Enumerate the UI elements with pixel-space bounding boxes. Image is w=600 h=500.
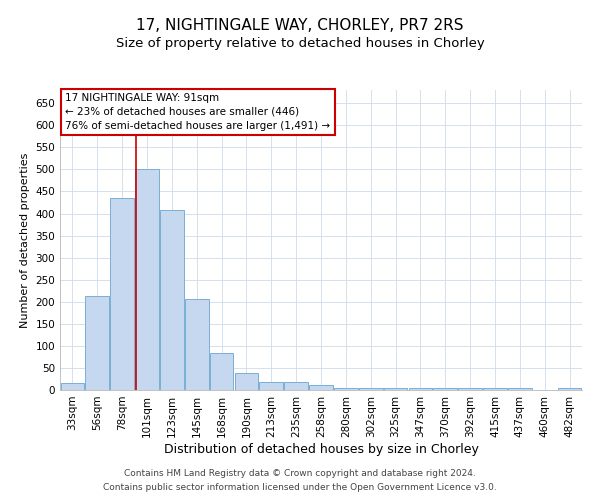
Text: 17 NIGHTINGALE WAY: 91sqm
← 23% of detached houses are smaller (446)
76% of semi: 17 NIGHTINGALE WAY: 91sqm ← 23% of detac… <box>65 93 331 131</box>
X-axis label: Distribution of detached houses by size in Chorley: Distribution of detached houses by size … <box>164 442 478 456</box>
Bar <box>508 388 532 390</box>
Bar <box>309 385 333 390</box>
Y-axis label: Number of detached properties: Number of detached properties <box>20 152 30 328</box>
Bar <box>110 198 134 390</box>
Bar <box>384 388 407 390</box>
Bar <box>409 388 432 390</box>
Bar <box>433 388 457 390</box>
Text: 17, NIGHTINGALE WAY, CHORLEY, PR7 2RS: 17, NIGHTINGALE WAY, CHORLEY, PR7 2RS <box>136 18 464 32</box>
Bar <box>334 388 358 390</box>
Bar <box>61 384 84 390</box>
Bar <box>210 352 233 390</box>
Bar <box>85 296 109 390</box>
Bar <box>558 388 581 390</box>
Text: Size of property relative to detached houses in Chorley: Size of property relative to detached ho… <box>116 38 484 51</box>
Bar <box>160 210 184 390</box>
Bar <box>185 298 209 390</box>
Text: Contains public sector information licensed under the Open Government Licence v3: Contains public sector information licen… <box>103 484 497 492</box>
Bar <box>135 168 159 390</box>
Bar <box>284 382 308 390</box>
Text: Contains HM Land Registry data © Crown copyright and database right 2024.: Contains HM Land Registry data © Crown c… <box>124 468 476 477</box>
Bar <box>359 388 383 390</box>
Bar <box>235 373 258 390</box>
Bar <box>259 382 283 390</box>
Bar <box>458 388 482 390</box>
Bar <box>483 388 507 390</box>
